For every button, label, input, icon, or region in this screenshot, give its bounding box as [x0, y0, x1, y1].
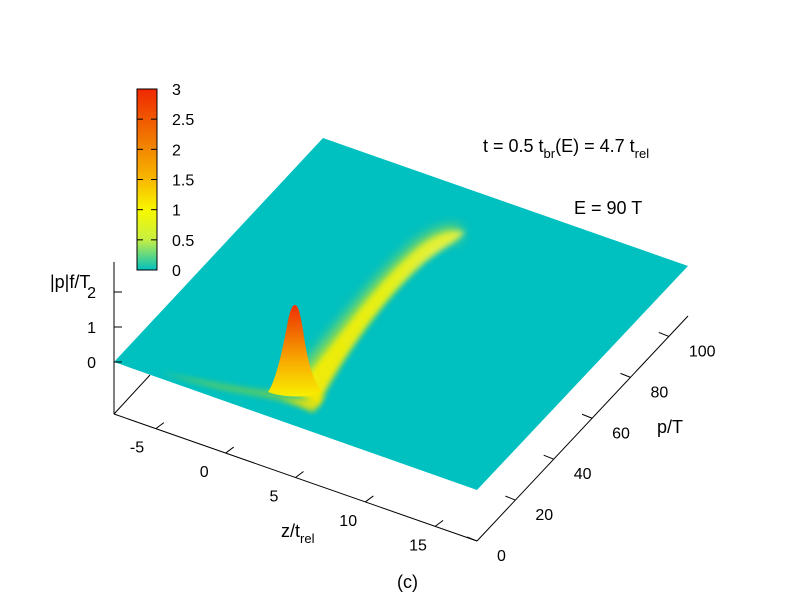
x-tick-label: 5	[270, 489, 279, 506]
energy-annotation: E = 90 T	[574, 198, 642, 218]
y-tick-mark	[620, 372, 631, 378]
colorbar-tick-label: 0.5	[172, 233, 194, 250]
y-tick-label: 80	[650, 384, 668, 401]
z-axis-ticks: 0 1 2	[87, 285, 122, 372]
colorbar-tick-label: 1.5	[172, 173, 194, 190]
colorbar-tick-label: 1	[172, 203, 181, 220]
x-tick-mark	[295, 471, 304, 478]
z-tick-label: 0	[87, 355, 96, 372]
x-tick-mark	[155, 422, 165, 430]
x-tick-mark	[434, 519, 444, 527]
y-tick-label: 20	[535, 507, 553, 524]
y-axis-label: p/T	[657, 417, 683, 437]
surface-plane	[114, 138, 688, 490]
x-tick-label: -5	[130, 440, 144, 457]
surface-trough	[160, 372, 318, 412]
y-tick-mark	[658, 331, 670, 337]
colorbar-tick-label: 3	[172, 82, 181, 99]
x-tick-mark	[365, 495, 374, 503]
z-tick-label: 1	[87, 320, 96, 337]
z-axis-label: |p|f/T	[50, 272, 90, 292]
x-tick-label: 10	[339, 513, 357, 530]
y-axis-ticks: 0 20 40 60 80 100	[466, 331, 716, 565]
time-annotation: t = 0.5 tbr(E) = 4.7 trel	[483, 136, 649, 161]
colorbar-tick-label: 2	[172, 142, 181, 159]
x-tick-label: 0	[200, 464, 209, 481]
colorbar-tick-label: 0	[172, 263, 181, 280]
y-tick-label: 60	[612, 425, 630, 442]
x-axis-label: z/trel	[281, 521, 315, 546]
back-axis-line	[113, 374, 151, 415]
peak	[268, 305, 322, 397]
colorbar: 3 2.5 2 1.5 1 0.5 0	[136, 82, 194, 280]
x-tick-mark	[225, 446, 234, 454]
x-axis-ticks: -5 0 5 10 15	[130, 422, 444, 554]
colorbar-tick-label: 2.5	[172, 112, 194, 129]
z-tick-label: 2	[87, 285, 96, 302]
y-tick-mark	[581, 413, 593, 419]
y-tick-label: 40	[574, 466, 592, 483]
y-tick-label: 100	[689, 343, 716, 360]
panel-label: (c)	[397, 572, 418, 592]
y-axis-line	[476, 315, 689, 542]
ridge	[292, 231, 465, 405]
y-tick-mark	[466, 536, 478, 542]
colorbar-ticks: 3 2.5 2 1.5 1 0.5 0	[137, 82, 194, 280]
x-tick-label: 15	[409, 537, 427, 554]
y-tick-mark	[505, 495, 516, 501]
y-tick-label: 0	[497, 548, 506, 565]
y-tick-mark	[543, 454, 554, 460]
ridge-highlight	[294, 226, 462, 385]
surface	[114, 138, 688, 490]
peak-base	[262, 392, 324, 412]
